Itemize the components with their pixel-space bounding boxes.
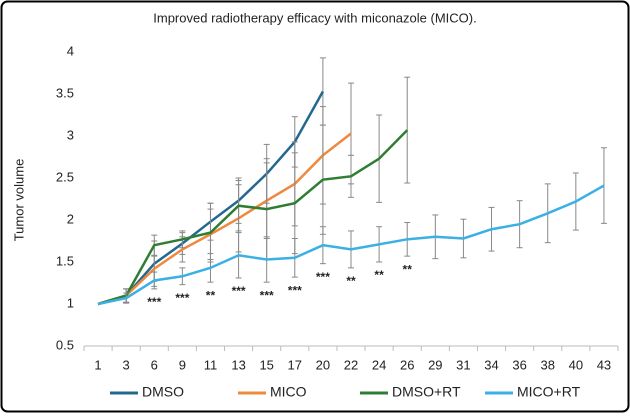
x-tick-label: 43 [597, 357, 611, 372]
significance-label: ** [206, 288, 216, 302]
x-tick-label: 36 [512, 357, 526, 372]
y-tick-label: 4 [67, 43, 74, 58]
series-line [97, 184, 605, 306]
series-line [97, 132, 352, 306]
x-tick-label: 3 [123, 357, 130, 372]
x-tick-label: 29 [428, 357, 442, 372]
legend-label: MICO [270, 384, 307, 400]
significance-label: *** [260, 288, 274, 302]
y-tick-label: 1 [67, 295, 74, 310]
x-tick-label: 31 [456, 357, 470, 372]
chart-title: Improved radiotherapy efficacy with mico… [153, 10, 476, 25]
legend-label: DMSO [142, 384, 184, 400]
x-tick-label: 40 [569, 357, 583, 372]
x-tick-label: 6 [151, 357, 158, 372]
x-tick-label: 1 [94, 357, 101, 372]
significance-label: *** [232, 284, 246, 298]
y-tick-label: 3.5 [56, 85, 74, 100]
x-tick-label: 20 [316, 357, 330, 372]
x-tick-label: 26 [400, 357, 414, 372]
x-tick-label: 24 [372, 357, 386, 372]
significance-label: *** [288, 283, 302, 297]
x-tick-label: 17 [288, 357, 302, 372]
y-tick-label: 3 [67, 127, 74, 142]
legend-label: MICO+RT [517, 384, 581, 400]
x-tick-label: 11 [204, 357, 218, 372]
x-tick-label: 34 [484, 357, 498, 372]
x-tick-label: 9 [179, 357, 186, 372]
significance-label: ** [403, 262, 413, 276]
series-line [97, 129, 409, 306]
x-tick-label: 22 [344, 357, 358, 372]
y-tick-label: 0.5 [56, 337, 74, 352]
x-tick-label: 15 [259, 357, 273, 372]
significance-label: *** [147, 295, 161, 309]
legend-label: DMSO+RT [392, 384, 461, 400]
significance-label: *** [316, 270, 330, 284]
y-tick-label: 2 [67, 211, 74, 226]
significance-label: ** [374, 268, 384, 282]
x-tick-label: 38 [541, 357, 555, 372]
significance-label: *** [175, 291, 189, 305]
y-tick-label: 1.5 [56, 253, 74, 268]
significance-label: ** [346, 274, 356, 288]
x-tick-label: 13 [231, 357, 245, 372]
y-axis-label: Tumor volume [11, 159, 26, 242]
y-tick-label: 2.5 [56, 169, 74, 184]
